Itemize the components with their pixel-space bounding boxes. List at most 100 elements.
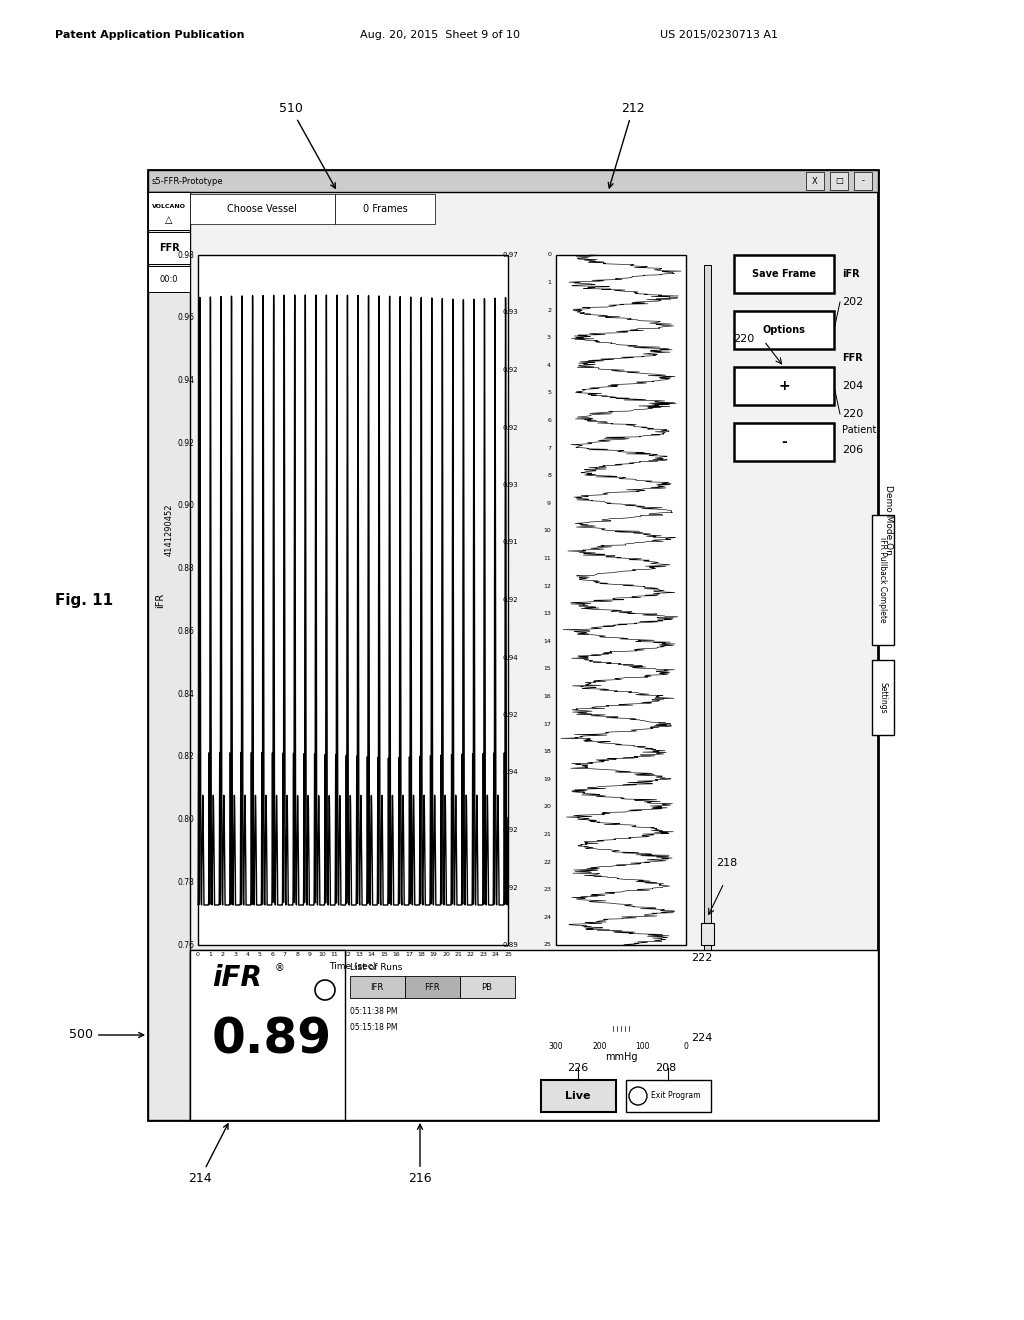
Text: X: X bbox=[812, 177, 818, 186]
Text: 0.89: 0.89 bbox=[502, 942, 518, 948]
Bar bbox=[854, 172, 872, 190]
Text: Time (sec): Time (sec) bbox=[330, 962, 377, 972]
Bar bbox=[872, 660, 894, 735]
Text: 18: 18 bbox=[544, 750, 551, 754]
Text: 300: 300 bbox=[549, 1041, 563, 1051]
Bar bbox=[350, 975, 406, 998]
Text: 0.93: 0.93 bbox=[502, 309, 518, 315]
Text: +: + bbox=[778, 379, 790, 393]
Text: 7: 7 bbox=[283, 952, 287, 957]
Text: 5: 5 bbox=[258, 952, 262, 957]
Text: 100: 100 bbox=[636, 1041, 650, 1051]
Text: 2: 2 bbox=[221, 952, 225, 957]
Text: 14: 14 bbox=[368, 952, 376, 957]
Bar bbox=[626, 1080, 711, 1111]
Bar bbox=[734, 312, 834, 348]
Text: IFR: IFR bbox=[371, 982, 384, 991]
Bar bbox=[406, 975, 460, 998]
Text: 05:11:38 PM: 05:11:38 PM bbox=[350, 1007, 397, 1016]
Text: 8: 8 bbox=[295, 952, 299, 957]
Bar bbox=[148, 191, 190, 1119]
Bar bbox=[734, 367, 834, 405]
Text: Fig. 11: Fig. 11 bbox=[55, 593, 113, 607]
Text: 21: 21 bbox=[543, 832, 551, 837]
Text: 05:15:18 PM: 05:15:18 PM bbox=[350, 1023, 397, 1032]
Text: 208: 208 bbox=[655, 1063, 677, 1073]
Text: 0.86: 0.86 bbox=[177, 627, 194, 636]
Text: 9: 9 bbox=[547, 500, 551, 506]
Text: 17: 17 bbox=[543, 722, 551, 727]
Text: 23: 23 bbox=[479, 952, 487, 957]
Text: 220: 220 bbox=[733, 334, 755, 345]
Bar bbox=[148, 267, 190, 292]
Text: □: □ bbox=[835, 177, 843, 186]
Text: List of Runs: List of Runs bbox=[350, 964, 402, 973]
Text: 0.92: 0.92 bbox=[503, 884, 518, 891]
Text: 510: 510 bbox=[280, 102, 336, 189]
Bar bbox=[148, 191, 190, 230]
Text: 204: 204 bbox=[842, 381, 863, 391]
Text: 3: 3 bbox=[547, 335, 551, 341]
Text: Patient: Patient bbox=[842, 425, 877, 436]
Text: Options: Options bbox=[763, 325, 806, 335]
Text: 20: 20 bbox=[543, 804, 551, 809]
Text: 0: 0 bbox=[684, 1041, 688, 1051]
Text: 0.94: 0.94 bbox=[177, 376, 194, 385]
Text: Patent Application Publication: Patent Application Publication bbox=[55, 30, 245, 40]
Text: 0.94: 0.94 bbox=[503, 655, 518, 660]
Text: iFR: iFR bbox=[155, 593, 165, 607]
Text: 214: 214 bbox=[188, 1123, 228, 1185]
Text: 7: 7 bbox=[547, 446, 551, 450]
Text: s5-FFR-Prototype: s5-FFR-Prototype bbox=[152, 177, 223, 186]
Text: Choose Vessel: Choose Vessel bbox=[227, 205, 297, 214]
Text: FFR: FFR bbox=[424, 982, 440, 991]
Text: 218: 218 bbox=[716, 858, 737, 869]
Text: 00:0: 00:0 bbox=[160, 275, 178, 284]
Text: 24: 24 bbox=[543, 915, 551, 920]
Text: 23: 23 bbox=[543, 887, 551, 892]
Bar bbox=[734, 422, 834, 461]
Text: 11: 11 bbox=[544, 556, 551, 561]
Bar bbox=[701, 923, 714, 945]
Text: 10: 10 bbox=[544, 528, 551, 533]
Bar bbox=[148, 232, 190, 264]
Text: 0.92: 0.92 bbox=[503, 828, 518, 833]
Text: Save Frame: Save Frame bbox=[752, 269, 816, 279]
Text: PB: PB bbox=[481, 982, 493, 991]
Text: FFR: FFR bbox=[159, 243, 179, 253]
Text: 0: 0 bbox=[547, 252, 551, 257]
Text: 25: 25 bbox=[504, 952, 512, 957]
Text: 8: 8 bbox=[547, 474, 551, 478]
Bar bbox=[734, 255, 834, 293]
Text: 17: 17 bbox=[404, 952, 413, 957]
Text: 1: 1 bbox=[547, 280, 551, 285]
Text: 1: 1 bbox=[209, 952, 212, 957]
Text: 202: 202 bbox=[842, 297, 863, 308]
Text: Demo Mode On: Demo Mode On bbox=[885, 484, 894, 554]
Bar bbox=[190, 950, 878, 1119]
Text: 2: 2 bbox=[547, 308, 551, 313]
Text: 22: 22 bbox=[467, 952, 475, 957]
Text: 24: 24 bbox=[492, 952, 500, 957]
Text: 6: 6 bbox=[547, 418, 551, 424]
Text: 0.93: 0.93 bbox=[502, 482, 518, 488]
Text: 0.82: 0.82 bbox=[177, 752, 194, 762]
Text: 4141290452: 4141290452 bbox=[165, 504, 173, 556]
Text: 0 Frames: 0 Frames bbox=[362, 205, 408, 214]
Text: -: - bbox=[781, 436, 786, 449]
Text: Exit Program: Exit Program bbox=[651, 1092, 700, 1101]
Text: 0.84: 0.84 bbox=[177, 689, 194, 698]
Text: VOLCANO: VOLCANO bbox=[152, 205, 186, 210]
Bar bbox=[613, 1011, 629, 1031]
Text: 216: 216 bbox=[409, 1125, 432, 1185]
Text: 0.96: 0.96 bbox=[177, 313, 194, 322]
Text: 4: 4 bbox=[547, 363, 551, 368]
Text: 9: 9 bbox=[307, 952, 311, 957]
Text: 0.92: 0.92 bbox=[503, 425, 518, 430]
Text: 226: 226 bbox=[567, 1063, 589, 1073]
Text: 224: 224 bbox=[691, 1034, 713, 1043]
Bar bbox=[148, 170, 878, 1119]
Text: 0.76: 0.76 bbox=[177, 940, 194, 949]
Text: 0.97: 0.97 bbox=[502, 252, 518, 257]
Bar bbox=[705, 265, 711, 1030]
